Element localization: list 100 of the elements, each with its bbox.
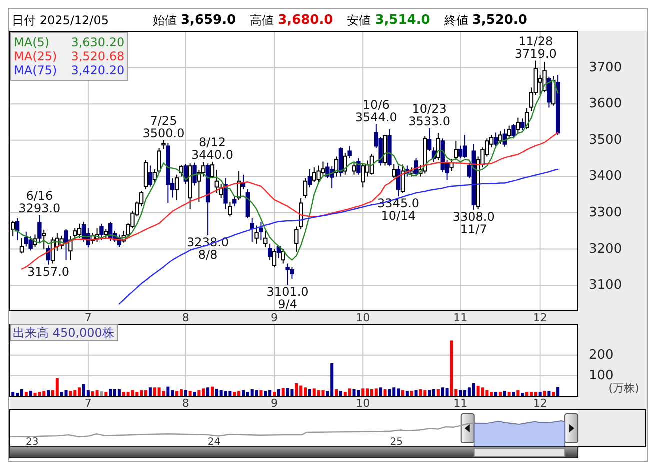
candlestick bbox=[264, 230, 268, 248]
bar bbox=[118, 390, 121, 396]
candlestick bbox=[396, 165, 401, 198]
candlestick bbox=[414, 158, 418, 176]
candlestick bbox=[352, 162, 356, 176]
bar bbox=[206, 388, 210, 396]
bar bbox=[374, 388, 378, 396]
candlestick bbox=[343, 152, 348, 176]
candlestick bbox=[104, 228, 108, 239]
bar bbox=[410, 391, 414, 396]
bar bbox=[436, 390, 440, 396]
y-tick-label: 3500 bbox=[589, 132, 622, 148]
bar bbox=[109, 389, 112, 396]
candlestick bbox=[361, 162, 366, 188]
bar bbox=[543, 391, 546, 396]
y-tick-label: 100 bbox=[589, 368, 614, 384]
x-tick-label: 10 bbox=[356, 396, 370, 410]
candlestick bbox=[73, 228, 78, 239]
x-tick-label: 25 bbox=[390, 437, 404, 448]
annotation: 6/16 3293.0 bbox=[18, 189, 61, 216]
text: MA(5) 3,630.20 bbox=[14, 36, 125, 50]
annotation: 7/25 3500.0 bbox=[142, 114, 185, 140]
bar bbox=[56, 378, 59, 396]
candlestick bbox=[348, 146, 352, 160]
bar bbox=[419, 390, 422, 396]
y-tick-label: 3400 bbox=[589, 169, 622, 184]
candlestick bbox=[370, 154, 374, 176]
candlestick bbox=[174, 174, 180, 201]
candlestick bbox=[148, 165, 153, 188]
candlestick bbox=[281, 248, 286, 264]
x-tick-label: 8 bbox=[182, 396, 190, 410]
candlestick bbox=[383, 134, 388, 166]
x-tick-label: 7 bbox=[84, 311, 92, 324]
x-tick-label: 11 bbox=[454, 311, 468, 324]
bar bbox=[446, 388, 449, 396]
bar bbox=[406, 391, 409, 396]
y-tick-label: 3200 bbox=[589, 242, 622, 257]
candlestick bbox=[210, 162, 215, 180]
bar bbox=[548, 391, 551, 396]
candlestick bbox=[427, 128, 432, 152]
candlestick bbox=[410, 167, 414, 178]
candlestick bbox=[206, 163, 210, 236]
x-tick-label: 9 bbox=[271, 311, 278, 324]
bar bbox=[290, 390, 294, 396]
bar bbox=[384, 390, 387, 396]
candlestick bbox=[144, 160, 148, 190]
bar bbox=[556, 387, 560, 396]
bar bbox=[29, 390, 32, 396]
annotation: 3101.0 9/4 bbox=[266, 285, 309, 312]
candlestick bbox=[192, 162, 197, 186]
candlestick bbox=[162, 140, 166, 150]
x-tick-label: 10 bbox=[356, 311, 370, 324]
text: 3,680.0 bbox=[278, 13, 334, 28]
bar bbox=[352, 390, 356, 396]
bar bbox=[322, 390, 325, 396]
candlestick bbox=[241, 174, 246, 190]
annotation: 10/6 3544.0 bbox=[355, 98, 398, 124]
candlestick bbox=[334, 156, 339, 178]
x-tick-label: 12 bbox=[533, 311, 548, 324]
y-tick-label: 3700 bbox=[589, 60, 622, 76]
candlestick bbox=[166, 142, 170, 204]
candlestick bbox=[494, 132, 498, 148]
bar bbox=[176, 391, 179, 396]
bar bbox=[362, 388, 365, 396]
bar bbox=[277, 390, 280, 396]
x-tick-label: 23 bbox=[26, 437, 39, 448]
annotation: 10/23 3533.0 bbox=[408, 102, 451, 128]
bar bbox=[20, 390, 24, 396]
y-tick-label: 200 bbox=[589, 348, 614, 363]
candlestick bbox=[276, 245, 282, 259]
candlestick bbox=[100, 223, 104, 241]
bar bbox=[158, 388, 161, 396]
text: MA(75) 3,420.20 bbox=[14, 64, 125, 78]
text: 始値 bbox=[152, 14, 177, 28]
candlestick bbox=[450, 158, 454, 172]
bar bbox=[339, 391, 342, 396]
candlestick bbox=[268, 243, 272, 261]
candlestick bbox=[338, 147, 344, 178]
candlestick bbox=[38, 215, 42, 244]
candlestick bbox=[512, 124, 516, 140]
x-tick-label: 7 bbox=[84, 396, 92, 410]
text: 安値 bbox=[347, 14, 372, 28]
candlestick bbox=[294, 226, 299, 252]
bar bbox=[100, 392, 104, 396]
bar bbox=[210, 386, 214, 396]
candlestick bbox=[77, 223, 82, 239]
text: 日付 2025/12/05 bbox=[12, 14, 109, 28]
candlestick bbox=[46, 245, 51, 266]
bar bbox=[503, 391, 506, 396]
bar bbox=[224, 391, 228, 396]
candlestick bbox=[28, 236, 33, 252]
text: 3,520.0 bbox=[472, 13, 528, 28]
text: 終値 bbox=[443, 14, 468, 28]
candlestick bbox=[42, 230, 46, 250]
candlestick bbox=[472, 144, 476, 211]
candlestick bbox=[392, 163, 396, 180]
candlestick bbox=[232, 196, 237, 207]
candlestick bbox=[250, 218, 254, 243]
annotation: 11/28 3719.0 bbox=[514, 34, 557, 61]
x-tick-label: 11 bbox=[454, 396, 468, 410]
